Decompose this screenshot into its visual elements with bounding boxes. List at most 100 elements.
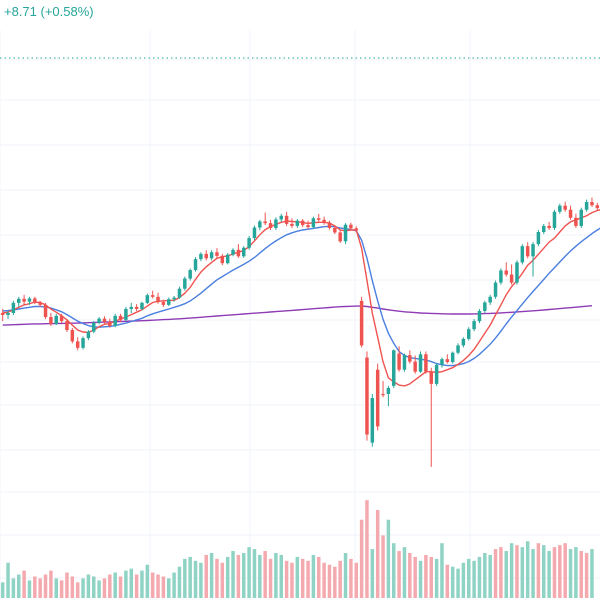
volume-bar — [183, 558, 187, 598]
moving-average-mid — [2, 225, 600, 367]
candle — [156, 292, 160, 304]
volume-bar — [408, 552, 412, 598]
volume-bar — [542, 545, 546, 598]
candle-body — [188, 270, 192, 279]
candle-body — [574, 217, 578, 226]
candle — [258, 219, 262, 231]
volume-bar — [515, 545, 519, 598]
volume-bar — [493, 549, 498, 598]
volume-bar — [445, 564, 450, 598]
volume-bar — [231, 551, 235, 598]
volume-bar — [188, 556, 192, 598]
candle — [375, 363, 380, 431]
candle-body — [579, 209, 583, 226]
candle — [209, 250, 214, 261]
candle — [574, 213, 578, 228]
volume-bar — [413, 556, 417, 598]
candle — [140, 301, 144, 311]
candle-body — [504, 270, 508, 275]
volume-bar — [268, 558, 273, 598]
candle-body — [584, 202, 589, 210]
candle — [365, 351, 369, 441]
volume-bar — [375, 509, 380, 598]
candle-body — [424, 354, 428, 372]
volume-bar — [6, 562, 10, 598]
candle — [161, 299, 166, 307]
candle — [177, 286, 182, 299]
volume-bar — [370, 549, 375, 598]
candle-body — [461, 338, 466, 346]
volume-bar — [290, 562, 294, 598]
volume-bar — [333, 566, 337, 598]
volume-bar — [274, 552, 278, 598]
volume-bar — [499, 547, 503, 598]
volume-bar — [204, 554, 208, 598]
candle — [54, 313, 58, 326]
candle-body — [97, 318, 101, 323]
volume-bar — [472, 560, 476, 598]
candle — [295, 219, 300, 228]
volume-bar — [0, 582, 5, 598]
candle-body — [509, 274, 514, 283]
candle — [108, 318, 112, 328]
volume-bar — [429, 556, 433, 598]
candle-body — [317, 218, 321, 220]
volume-bar — [242, 552, 246, 598]
candle-body — [408, 355, 412, 362]
candle-body — [81, 338, 85, 348]
candle — [290, 218, 294, 228]
candle-body — [274, 219, 278, 228]
candle — [75, 337, 80, 351]
moving-average-fast — [2, 209, 600, 387]
candle — [509, 264, 514, 285]
candle — [461, 337, 466, 348]
candle-body — [199, 253, 203, 260]
volume-bar — [322, 562, 326, 598]
candle — [317, 213, 321, 222]
candle-body — [354, 228, 358, 231]
volume-bar — [118, 576, 123, 598]
volume-bar — [220, 562, 225, 598]
volume-bar — [140, 570, 144, 598]
candle — [542, 223, 546, 235]
candle — [22, 294, 26, 305]
candle-body — [375, 369, 380, 427]
candle — [595, 202, 600, 211]
candle — [268, 219, 273, 230]
candle-body — [499, 270, 503, 283]
volume-bar — [177, 566, 182, 598]
volume-bar — [59, 580, 64, 598]
candle — [86, 330, 91, 341]
candle-body — [102, 318, 107, 322]
candle-body — [322, 219, 326, 223]
candle-body — [156, 296, 160, 303]
candle-body — [263, 221, 267, 224]
candle-body — [215, 252, 219, 256]
candle-body — [75, 341, 80, 348]
candle-body — [242, 247, 246, 257]
candle — [408, 350, 412, 364]
candle — [333, 225, 337, 235]
volume-bar — [86, 574, 91, 598]
candle — [102, 316, 107, 324]
volume-bar — [167, 578, 171, 598]
candle-body — [413, 361, 417, 372]
volume-bar — [258, 554, 262, 598]
candle-body — [429, 371, 433, 384]
volume-bar — [102, 578, 107, 598]
candle — [402, 353, 407, 372]
candle — [220, 253, 225, 266]
candle — [359, 296, 364, 348]
volume-bar — [54, 578, 58, 598]
candle-body — [38, 302, 42, 305]
candle — [129, 302, 133, 313]
candle-body — [370, 398, 375, 443]
candle — [231, 248, 235, 257]
volume-bar — [402, 547, 407, 598]
candle — [584, 199, 589, 212]
candle-body — [134, 306, 139, 309]
candle-body — [558, 205, 562, 212]
volume-bar — [359, 519, 364, 598]
candle-body — [349, 224, 353, 229]
